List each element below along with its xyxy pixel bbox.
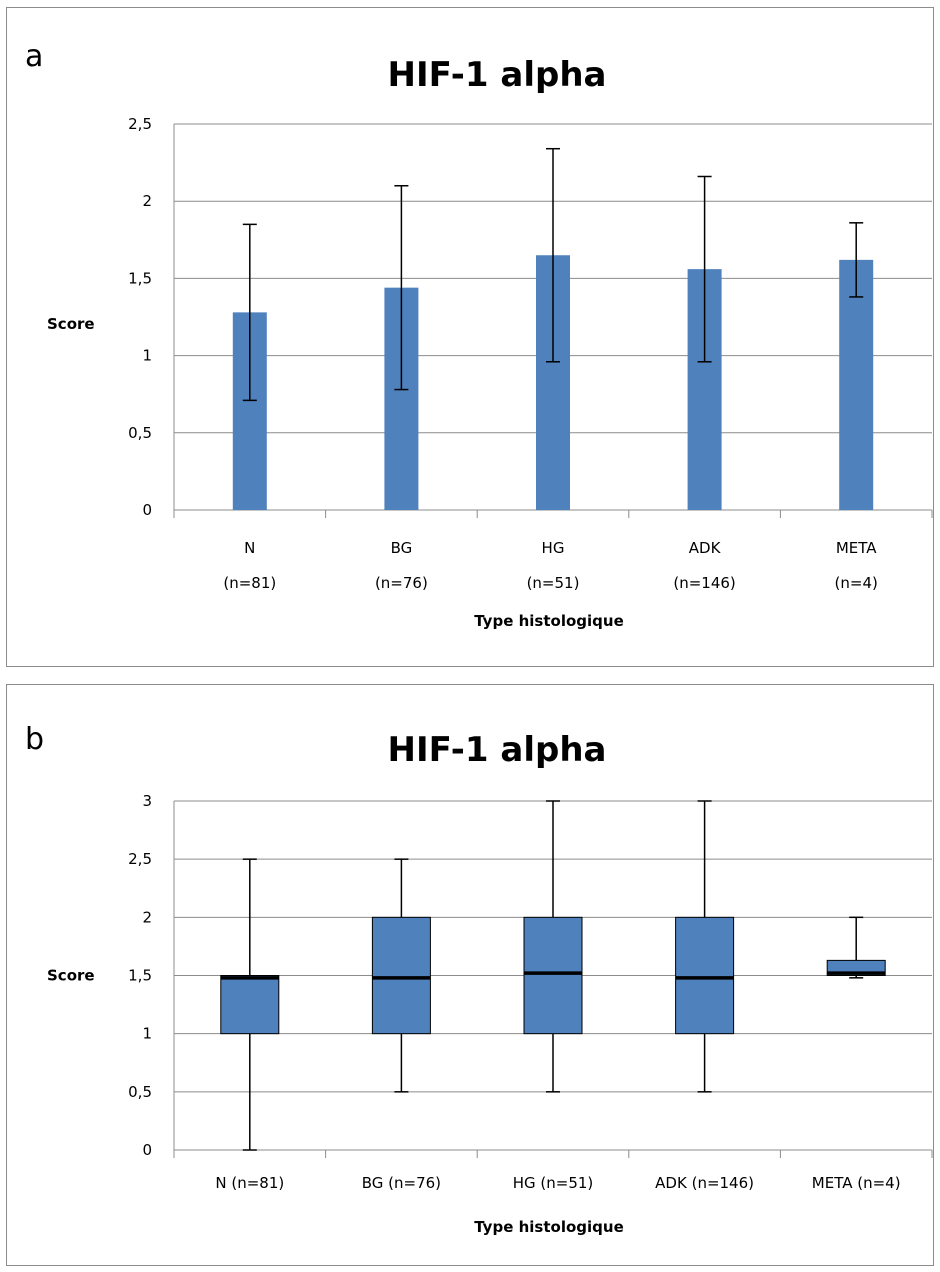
- category-label: ADK: [689, 539, 722, 557]
- y-axis-label-a: Score: [47, 315, 95, 333]
- y-tick-label: 1: [142, 1025, 152, 1043]
- category-count-label: (n=4): [835, 574, 878, 592]
- box-chart-b: b HIF-1 alpha Score Type histologique 0 0…: [25, 722, 933, 1236]
- category-count-label: (n=51): [527, 574, 580, 592]
- panel-a: a HIF-1 alpha Score Type histologique 0 0…: [6, 7, 934, 667]
- category-label: META (n=4): [812, 1174, 901, 1192]
- box: [220, 975, 280, 1035]
- chart-title-b: HIF-1 alpha: [388, 730, 607, 770]
- category-label: BG (n=76): [362, 1174, 441, 1192]
- category-label: HG (n=51): [513, 1174, 594, 1192]
- category-label: META: [836, 539, 877, 557]
- x-axis-label-b: Type histologique: [474, 1218, 624, 1236]
- y-tick-label: 0: [142, 1141, 152, 1159]
- category-count-label: (n=81): [223, 574, 276, 592]
- bar-chart-a: a HIF-1 alpha Score Type histologique 0 0…: [25, 39, 933, 630]
- chart-title-a: HIF-1 alpha: [388, 55, 607, 95]
- panel-b: b HIF-1 alpha Score Type histologique 0 0…: [6, 684, 934, 1266]
- box: [675, 916, 735, 1035]
- category-label: ADK (n=146): [655, 1174, 754, 1192]
- category-count-label: (n=76): [375, 574, 428, 592]
- panel-letter-a: a: [25, 39, 43, 74]
- y-tick-label: 1,5: [128, 269, 152, 287]
- y-tick-label: 3: [142, 792, 152, 810]
- y-tick-label: 1: [142, 347, 152, 365]
- y-tick-label: 2,5: [128, 850, 152, 868]
- category-label: N: [244, 539, 255, 557]
- y-tick-label: 2,5: [128, 115, 152, 133]
- y-tick-label: 0,5: [128, 424, 152, 442]
- panel-letter-b: b: [25, 722, 44, 757]
- category-label: HG: [542, 539, 565, 557]
- category-count-label: (n=146): [673, 574, 735, 592]
- y-tick-label: 0,5: [128, 1083, 152, 1101]
- box: [371, 916, 431, 1035]
- bar: [839, 259, 874, 510]
- box: [523, 916, 583, 1035]
- y-tick-label: 2: [142, 908, 152, 926]
- category-label: BG: [391, 539, 413, 557]
- y-tick-label: 2: [142, 192, 152, 210]
- y-axis-label-b: Score: [47, 967, 95, 985]
- x-axis-label-a: Type histologique: [474, 612, 624, 630]
- y-tick-label: 0: [142, 501, 152, 519]
- y-tick-label: 1,5: [128, 967, 152, 985]
- category-label: N (n=81): [215, 1174, 284, 1192]
